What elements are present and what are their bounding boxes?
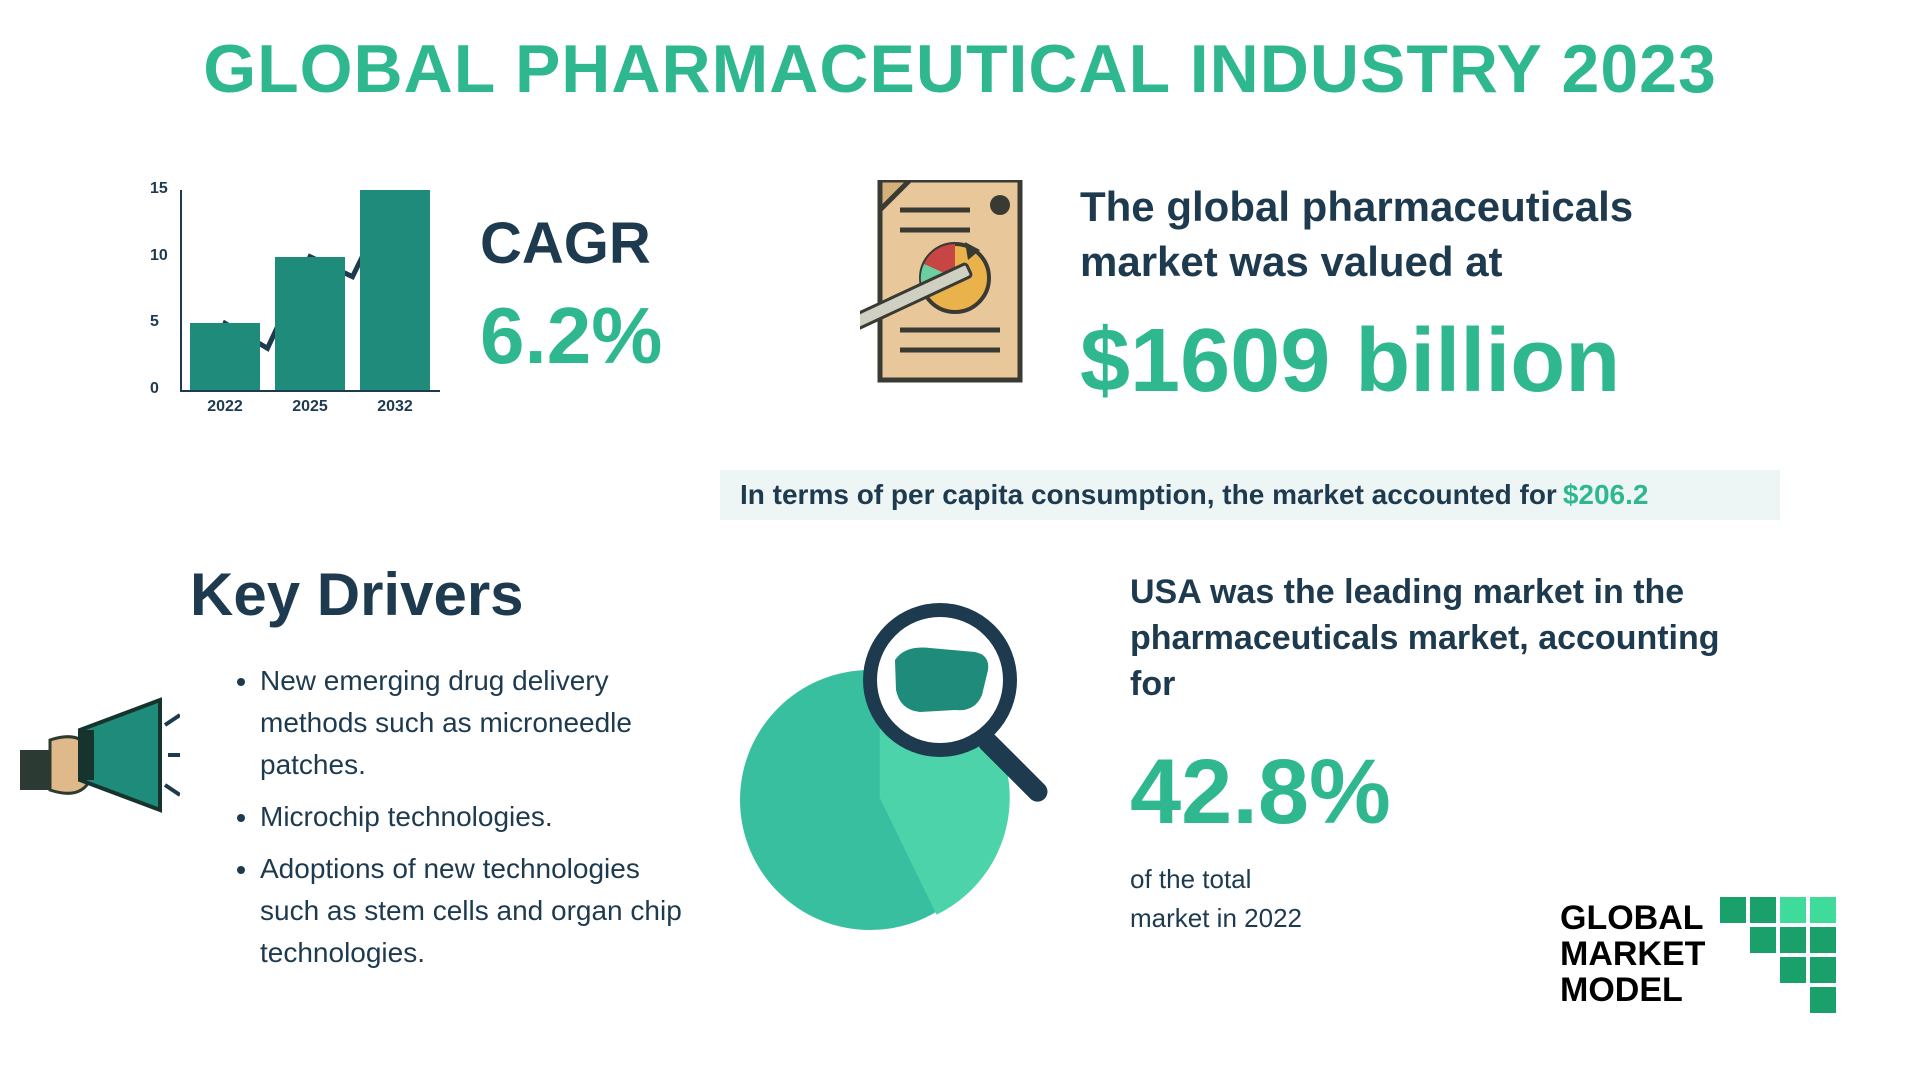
logo-square [1810,957,1836,983]
y-tick: 5 [150,313,159,331]
logo-square [1750,927,1776,953]
logo-line1: GLOBAL [1560,899,1704,937]
logo-square [1780,897,1806,923]
x-axis [180,390,440,392]
usa-percent: 42.8% [1130,740,1391,845]
bar [190,323,260,390]
logo-square [1720,897,1746,923]
global-market-model-logo: GLOBAL MARKET MODEL [1560,870,1860,1040]
logo-line3: MODEL [1560,971,1683,1009]
logo-square [1810,987,1836,1013]
bar [275,257,345,390]
logo-square [1780,957,1806,983]
x-label: 2022 [190,398,260,416]
logo-square [1780,927,1806,953]
usa-sub1: of the total [1130,864,1251,894]
key-drivers-list: New emerging drug delivery methods such … [230,660,700,984]
report-document-icon [860,180,1040,400]
usa-pie-chart [720,600,1060,940]
megaphone-icon [20,680,180,840]
market-value: $1609 billion [1080,310,1620,413]
key-drivers-title: Key Drivers [190,560,524,629]
x-label: 2032 [360,398,430,416]
logo-square [1810,927,1836,953]
per-capita-value: $206.2 [1563,479,1649,511]
cagr-label: CAGR [480,210,651,277]
y-tick: 15 [150,180,168,198]
usa-subtext: of the total market in 2022 [1130,860,1302,938]
usa-leading-text: USA was the leading market in the pharma… [1130,570,1730,708]
per-capita-strip: In terms of per capita consumption, the … [720,470,1780,520]
logo-squares-icon [1720,897,1836,1013]
logo-line2: MARKET [1560,935,1705,973]
y-tick: 10 [150,247,168,265]
logo-square [1810,897,1836,923]
x-label: 2025 [275,398,345,416]
driver-item: Microchip technologies. [260,796,700,838]
cagr-bar-chart: 0 5 10 15 2022 2025 2032 [140,180,460,440]
page-title: GLOBAL PHARMACEUTICAL INDUSTRY 2023 [0,30,1920,108]
market-line1: The global pharmaceuticals [1080,183,1633,230]
bar [360,190,430,390]
driver-item: New emerging drug delivery methods such … [260,660,700,786]
logo-square [1750,897,1776,923]
usa-sub2: market in 2022 [1130,903,1302,933]
y-tick: 0 [150,380,159,398]
logo-text: GLOBAL MARKET MODEL [1560,901,1705,1008]
per-capita-text: In terms of per capita consumption, the … [740,479,1557,511]
market-line2: market was valued at [1080,238,1503,285]
market-valued-text: The global pharmaceuticals market was va… [1080,180,1780,289]
driver-item: Adoptions of new technologies such as st… [260,848,700,974]
cagr-value: 6.2% [480,290,662,382]
